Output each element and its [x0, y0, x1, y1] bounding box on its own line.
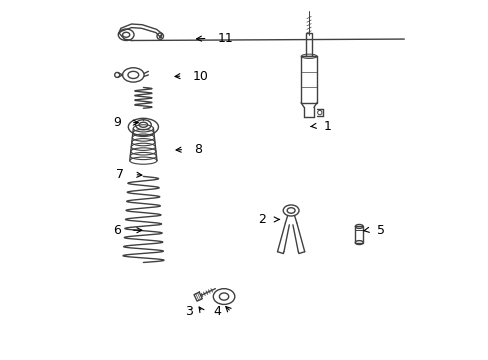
Text: 3: 3: [184, 306, 192, 319]
Text: 4: 4: [213, 306, 221, 319]
Text: 10: 10: [192, 69, 208, 82]
Text: 5: 5: [376, 224, 385, 237]
Text: 9: 9: [113, 116, 121, 129]
Text: 7: 7: [116, 168, 124, 181]
Text: 11: 11: [217, 32, 233, 45]
Text: 2: 2: [258, 213, 265, 226]
Text: 1: 1: [323, 120, 330, 133]
Text: 6: 6: [113, 224, 121, 237]
Text: 8: 8: [194, 143, 202, 156]
